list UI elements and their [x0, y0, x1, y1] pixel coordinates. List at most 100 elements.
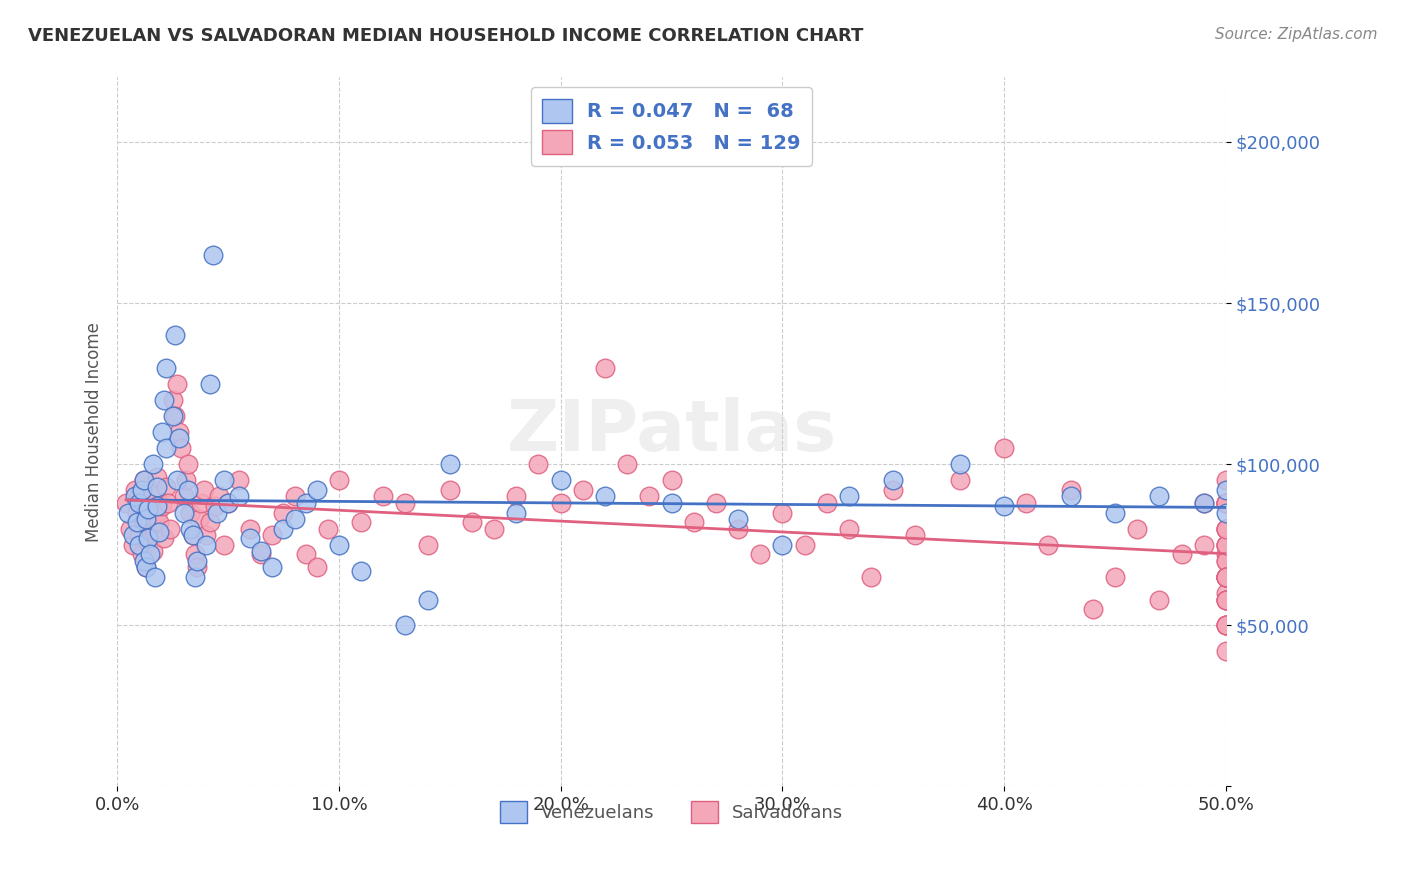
Point	[593, 490, 616, 504]
Point	[177, 457, 200, 471]
Point	[727, 522, 749, 536]
Point	[159, 522, 181, 536]
Point	[1215, 522, 1237, 536]
Point	[373, 490, 395, 504]
Point	[1215, 570, 1237, 584]
Point	[1038, 538, 1060, 552]
Point	[146, 480, 169, 494]
Point	[200, 515, 222, 529]
Point	[439, 457, 461, 471]
Point	[1126, 522, 1149, 536]
Point	[146, 499, 169, 513]
Point	[262, 528, 284, 542]
Point	[949, 457, 972, 471]
Point	[132, 473, 155, 487]
Point	[200, 376, 222, 391]
Point	[1215, 522, 1237, 536]
Point	[115, 496, 138, 510]
Point	[262, 560, 284, 574]
Point	[128, 528, 150, 542]
Point	[1215, 548, 1237, 562]
Point	[1104, 570, 1126, 584]
Point	[146, 470, 169, 484]
Point	[1192, 496, 1215, 510]
Point	[190, 496, 212, 510]
Point	[163, 409, 186, 423]
Point	[170, 441, 193, 455]
Point	[328, 538, 350, 552]
Point	[188, 512, 211, 526]
Point	[704, 496, 727, 510]
Point	[1215, 506, 1237, 520]
Point	[205, 506, 228, 520]
Point	[120, 522, 142, 536]
Point	[727, 512, 749, 526]
Point	[273, 506, 295, 520]
Point	[142, 486, 165, 500]
Point	[394, 618, 416, 632]
Point	[146, 506, 169, 520]
Point	[162, 392, 184, 407]
Point	[139, 496, 162, 510]
Point	[184, 570, 207, 584]
Point	[184, 548, 207, 562]
Point	[194, 528, 217, 542]
Point	[152, 531, 174, 545]
Point	[143, 524, 166, 539]
Point	[1215, 554, 1237, 568]
Point	[1215, 618, 1237, 632]
Point	[882, 473, 904, 487]
Point	[294, 496, 316, 510]
Point	[1215, 483, 1237, 497]
Point	[1215, 538, 1237, 552]
Point	[136, 534, 159, 549]
Point	[461, 515, 484, 529]
Point	[150, 425, 173, 439]
Point	[616, 457, 638, 471]
Point	[208, 490, 231, 504]
Point	[1215, 644, 1237, 658]
Legend: Venezuelans, Salvadorans: Venezuelans, Salvadorans	[489, 790, 855, 834]
Point	[131, 548, 153, 562]
Point	[163, 328, 186, 343]
Point	[128, 490, 150, 504]
Point	[860, 570, 883, 584]
Text: Source: ZipAtlas.com: Source: ZipAtlas.com	[1215, 27, 1378, 42]
Point	[1104, 506, 1126, 520]
Point	[1215, 586, 1237, 600]
Point	[132, 473, 155, 487]
Point	[155, 360, 177, 375]
Point	[1015, 496, 1038, 510]
Point	[305, 483, 328, 497]
Point	[239, 522, 262, 536]
Point	[1215, 538, 1237, 552]
Point	[1215, 522, 1237, 536]
Point	[124, 483, 146, 497]
Point	[217, 496, 239, 510]
Point	[148, 515, 170, 529]
Point	[661, 473, 683, 487]
Point	[143, 570, 166, 584]
Point	[1215, 473, 1237, 487]
Point	[1059, 483, 1081, 497]
Point	[328, 473, 350, 487]
Point	[150, 499, 173, 513]
Point	[228, 490, 250, 504]
Point	[250, 544, 273, 558]
Point	[193, 483, 215, 497]
Point	[350, 515, 373, 529]
Point	[661, 496, 683, 510]
Point	[1215, 522, 1237, 536]
Point	[1215, 538, 1237, 552]
Point	[904, 528, 927, 542]
Point	[194, 538, 217, 552]
Point	[179, 522, 201, 536]
Point	[186, 554, 208, 568]
Point	[135, 560, 157, 574]
Point	[1215, 570, 1237, 584]
Point	[439, 483, 461, 497]
Point	[1215, 618, 1237, 632]
Point	[155, 441, 177, 455]
Point	[204, 499, 226, 513]
Point	[186, 560, 208, 574]
